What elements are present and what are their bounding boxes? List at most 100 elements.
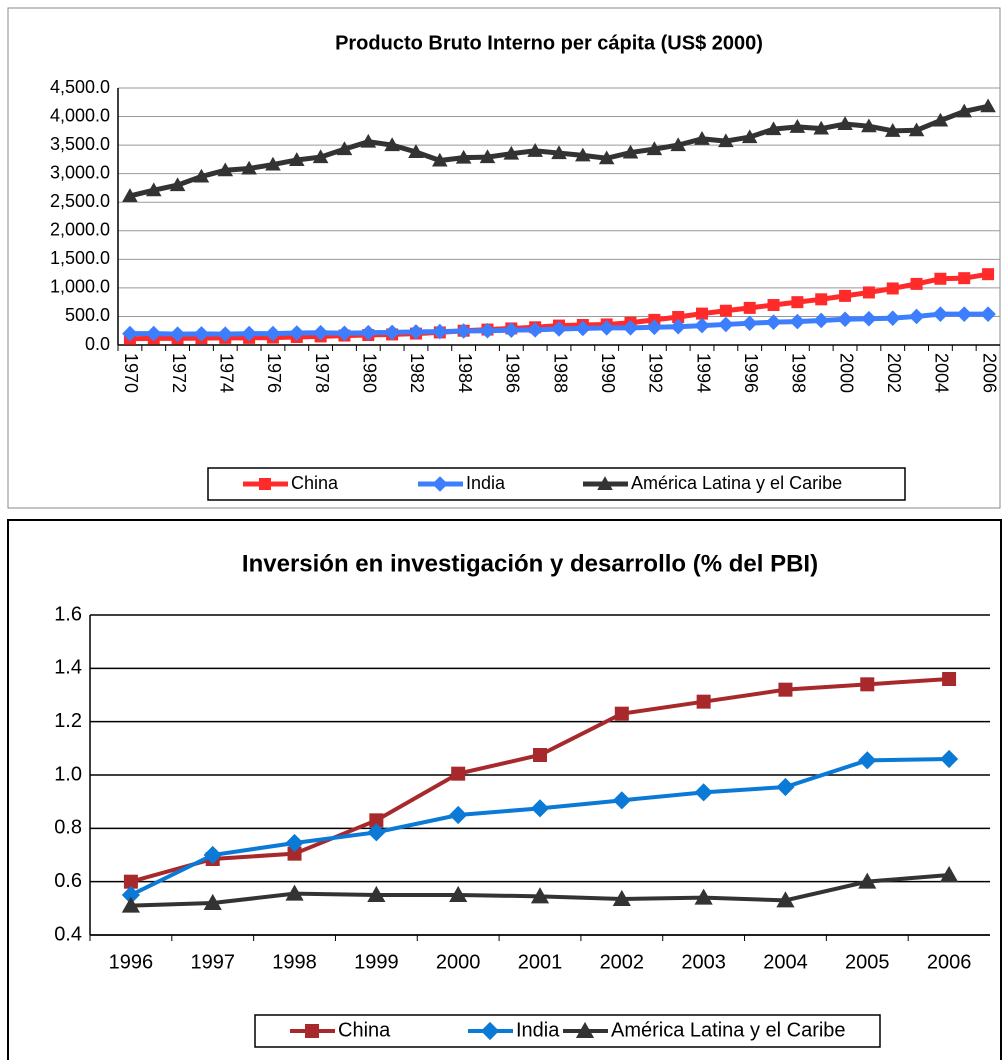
legend-marker [259,478,271,490]
marker [217,326,234,342]
marker [767,299,780,312]
marker [932,306,949,322]
legend-marker [575,1021,595,1038]
marker [575,320,591,337]
marker [367,885,386,902]
x-tick-label: 2000 [436,951,481,973]
marker [169,326,186,342]
marker [910,277,923,290]
y-tick-label: 3,500.0 [50,134,110,154]
chart-frame [7,519,1002,1060]
marker [575,147,591,162]
marker [598,320,615,336]
marker [367,823,386,842]
legend-label: China [338,1019,391,1041]
marker [765,121,782,136]
marker [530,887,550,904]
legend-label: India [466,473,506,493]
marker [956,103,973,118]
x-tick-label: 1984 [455,353,475,393]
marker [217,162,234,177]
marker [858,751,877,770]
marker [449,885,468,902]
marker [765,314,782,330]
marker [432,152,448,167]
marker [122,325,138,342]
marker [145,182,162,197]
x-tick-label: 1994 [693,353,713,393]
y-tick-label: 4,000.0 [50,105,110,125]
marker [646,319,663,336]
marker [360,324,377,341]
marker [696,694,711,709]
y-tick-label: 1.4 [54,657,82,679]
marker [884,123,901,137]
y-tick-label: 1.6 [54,603,82,625]
x-tick-label: 1982 [407,353,427,393]
marker [934,272,947,285]
x-tick-label: 1996 [741,353,761,393]
marker [741,129,758,144]
marker [336,141,353,156]
y-tick-label: 0.6 [54,870,82,892]
x-tick-label: 2006 [927,951,972,973]
marker [813,312,830,329]
marker [694,888,713,905]
marker [982,268,995,281]
marker [980,306,996,322]
legend-label: China [291,473,339,493]
x-tick-label: 1999 [354,951,399,973]
marker [956,306,973,322]
marker [612,889,631,906]
y-tick-label: 3,000.0 [50,162,110,182]
x-tick-label: 2004 [932,353,952,393]
y-tick-label: 1.0 [54,763,82,785]
marker [860,677,875,692]
x-tick-label: 2002 [600,951,645,973]
legend-marker [305,1024,319,1038]
marker [815,293,828,306]
y-tick-label: 0.8 [54,817,82,839]
marker [672,311,685,324]
x-tick-label: 2001 [518,951,563,973]
marker [360,133,377,148]
marker [932,112,949,127]
marker [241,325,257,342]
marker [908,308,925,325]
marker [121,896,141,913]
marker [455,323,472,339]
marker [287,846,302,861]
marker [265,325,281,342]
legend-marker [480,1021,500,1041]
marker [479,322,496,339]
marker [285,884,304,901]
marker [884,310,901,326]
marker [288,152,305,166]
marker [265,156,281,171]
marker [837,311,853,328]
marker [778,682,793,697]
legend-label: América Latina y el Caribe [631,473,842,493]
marker [670,137,686,152]
marker [123,874,138,889]
marker [858,872,877,889]
marker [121,885,141,905]
legend-marker [432,476,448,492]
marker [694,131,710,145]
chart-title: Producto Bruto Interno per cápita (US$ 2… [335,32,763,54]
marker [312,149,329,164]
y-tick-label: 0.0 [85,334,110,354]
y-tick-label: 0.4 [54,923,82,945]
legend-marker [597,476,613,490]
marker [432,323,448,340]
x-tick-label: 1976 [264,353,284,393]
marker [741,315,758,332]
marker [958,272,971,285]
x-tick-label: 1970 [121,353,141,393]
marker [694,783,713,802]
marker [646,141,663,156]
marker [551,145,567,160]
marker [449,805,468,825]
marker [503,145,520,160]
